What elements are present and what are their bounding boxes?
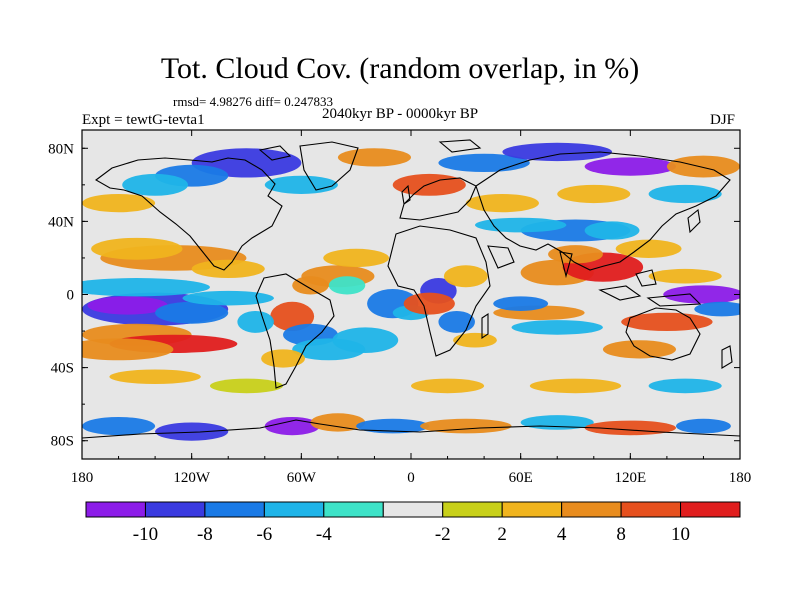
x-tick-label: 180 — [71, 470, 94, 486]
anomaly-region — [403, 292, 455, 315]
anomaly-region — [411, 378, 485, 394]
anomaly-region — [82, 278, 210, 297]
colorbar-label: 8 — [616, 524, 626, 545]
x-tick-label: 0 — [407, 470, 415, 486]
colorbar-swatch — [204, 501, 265, 518]
anomaly-region — [392, 173, 466, 196]
colorbar-swatch — [85, 501, 146, 518]
colorbar-swatch — [442, 501, 503, 518]
anomaly-region — [155, 422, 229, 441]
anomaly-region — [310, 413, 366, 432]
colorbar-swatch — [382, 501, 444, 518]
anomaly-region — [182, 290, 274, 306]
coastlines — [82, 139, 740, 439]
anomaly-region — [292, 276, 329, 295]
cloud-anomaly-field — [82, 130, 740, 459]
colorbar-swatch — [680, 501, 741, 518]
anomaly-region — [82, 338, 174, 361]
anomaly-region — [337, 148, 412, 167]
colorbar-swatch — [501, 501, 563, 518]
anomaly-region — [502, 142, 613, 162]
anomaly-region — [420, 418, 512, 434]
anomaly-region — [323, 248, 390, 268]
anomaly-region — [91, 237, 183, 260]
x-tick-label: 120E — [614, 470, 646, 486]
anomaly-region — [82, 416, 156, 436]
colorbar: -10 -8 -6 -4 -2 2 4 8 10 — [85, 501, 741, 545]
experiment-label: Expt = tewtG-tevta1 — [82, 112, 205, 128]
anomaly-region — [666, 155, 740, 178]
colorbar-label: -10 — [133, 524, 158, 545]
anomaly-region — [694, 301, 740, 317]
colorbar-swatch — [620, 501, 682, 518]
anomaly-region — [584, 157, 677, 176]
anomaly-region — [465, 193, 539, 213]
anomaly-region — [511, 320, 603, 335]
y-tick-label: 80S — [51, 434, 74, 450]
anomaly-region — [209, 378, 284, 394]
anomaly-region — [548, 245, 603, 264]
anomaly-region — [122, 173, 189, 196]
anomaly-region — [529, 378, 622, 394]
anomaly-region — [438, 310, 475, 333]
y-tick-label: 80N — [48, 141, 74, 157]
anomaly-region — [237, 310, 274, 333]
y-tick-label: 40N — [48, 214, 74, 230]
season-label: DJF — [710, 112, 736, 128]
anomaly-region — [264, 416, 320, 436]
anomaly-region — [663, 285, 740, 304]
anomaly-region — [474, 217, 567, 233]
colorbar-label: -6 — [256, 524, 272, 545]
y-tick-label: 0 — [67, 288, 75, 304]
anomaly-region — [356, 418, 430, 434]
x-tick-label: 180 — [729, 470, 752, 486]
colorbar-label: -8 — [197, 524, 213, 545]
colorbar-label: 10 — [671, 524, 690, 545]
anomaly-region — [87, 296, 168, 315]
colorbar-label: 2 — [497, 524, 507, 545]
anomaly-region — [155, 301, 229, 324]
anomaly-region — [443, 265, 488, 288]
anomaly-region — [615, 239, 682, 258]
x-tick-label: 60E — [509, 470, 533, 486]
anomaly-region — [676, 418, 731, 434]
y-tick-label: 40S — [51, 361, 74, 377]
anomaly-region — [270, 301, 315, 332]
anomaly-region — [621, 312, 713, 332]
period-label: 2040kyr BP - 0000kyr BP — [322, 106, 479, 122]
anomaly-region — [332, 327, 399, 353]
colorbar-label: -2 — [435, 524, 451, 545]
plot-title: Tot. Cloud Cov. (random overlap, in %) — [160, 52, 640, 85]
x-axis: 180 120W 60W 0 60E 120E 180 — [71, 130, 752, 486]
colorbar-swatch — [323, 501, 384, 518]
anomaly-region — [328, 276, 366, 295]
anomaly-region — [82, 193, 156, 213]
colorbar-label: -4 — [316, 524, 332, 545]
colorbar-swatch — [561, 501, 622, 518]
anomaly-region — [493, 296, 549, 311]
anomaly-blobs — [82, 142, 740, 441]
x-tick-label: 120W — [173, 470, 211, 486]
stats-text: rmsd= 4.98276 diff= 0.247833 — [173, 94, 333, 109]
anomaly-region — [557, 184, 631, 204]
anomaly-region — [584, 221, 640, 240]
anomaly-region — [109, 369, 201, 385]
anomaly-region — [648, 184, 722, 204]
x-tick-label: 60W — [287, 470, 317, 486]
anomaly-region — [264, 175, 338, 194]
anomaly-region — [648, 268, 722, 284]
colorbar-label: 4 — [557, 524, 567, 545]
y-axis: 80N 40N 0 40S 80S — [48, 141, 740, 450]
colorbar-swatch — [263, 501, 325, 518]
anomaly-region — [453, 332, 497, 348]
anomaly-region — [191, 259, 265, 279]
anomaly-region — [648, 378, 722, 394]
colorbar-swatch — [144, 501, 206, 518]
anomaly-region — [261, 349, 305, 368]
